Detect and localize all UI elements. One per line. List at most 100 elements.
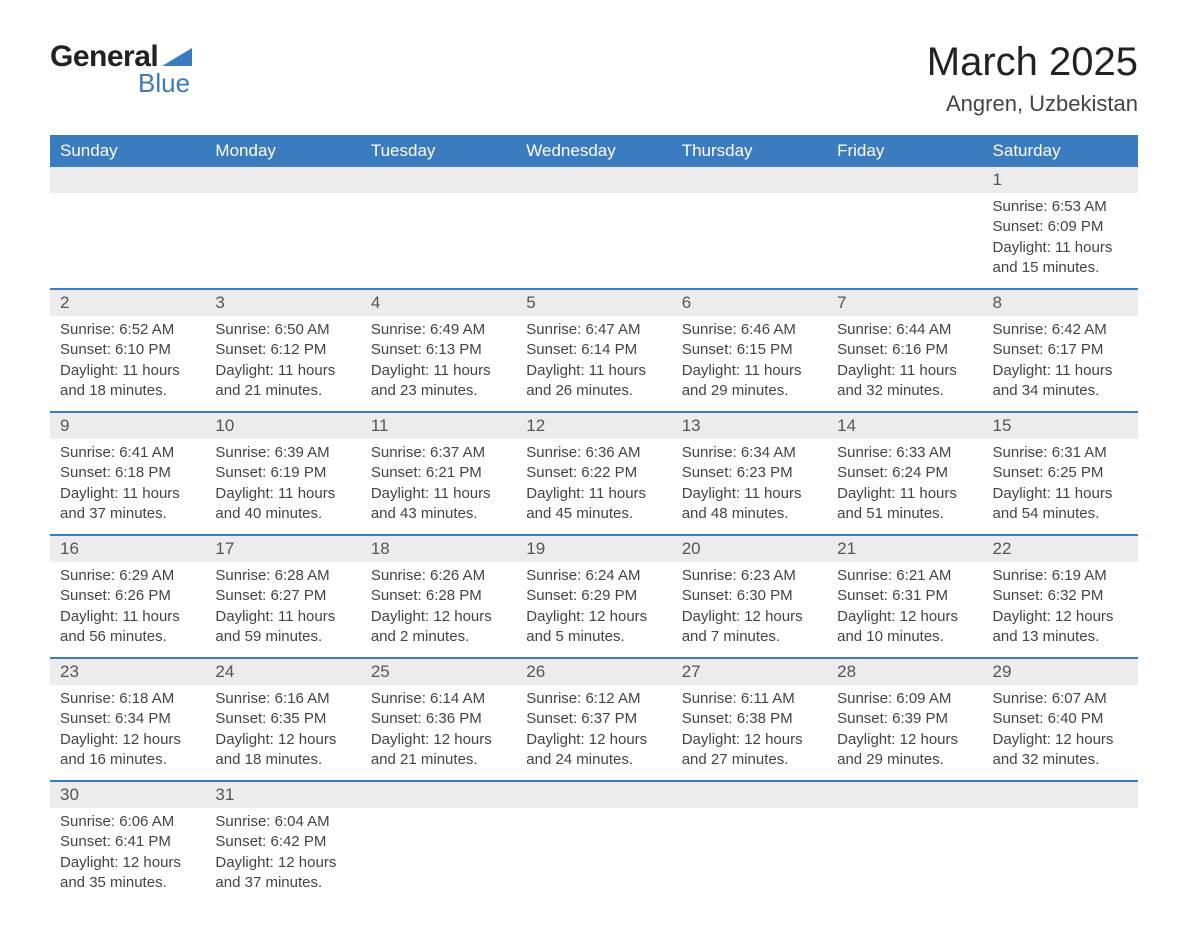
day-number-cell: 28 (827, 658, 982, 685)
week-details-row: Sunrise: 6:18 AMSunset: 6:34 PMDaylight:… (50, 685, 1138, 781)
sunrise-text: Sunrise: 6:42 AM (993, 320, 1128, 340)
day-number-cell: 13 (672, 412, 827, 439)
sunrise-text: Sunrise: 6:41 AM (60, 443, 195, 463)
daylight-text: Daylight: 12 hours and 7 minutes. (682, 607, 817, 648)
day-number (672, 167, 827, 193)
day-number-cell (516, 781, 671, 808)
day-number: 7 (827, 290, 982, 316)
week-details-row: Sunrise: 6:41 AMSunset: 6:18 PMDaylight:… (50, 439, 1138, 535)
day-number-cell: 8 (983, 289, 1138, 316)
sunset-text: Sunset: 6:10 PM (60, 340, 195, 360)
day-details-cell (516, 808, 671, 903)
week-number-row: 16171819202122 (50, 535, 1138, 562)
calendar-table: Sunday Monday Tuesday Wednesday Thursday… (50, 135, 1138, 903)
day-number (672, 782, 827, 808)
logo-triangle-icon (162, 44, 192, 71)
sunrise-text: Sunrise: 6:12 AM (526, 689, 661, 709)
day-number-cell: 30 (50, 781, 205, 808)
sunset-text: Sunset: 6:26 PM (60, 586, 195, 606)
sunrise-text: Sunrise: 6:50 AM (215, 320, 350, 340)
daylight-text: Daylight: 11 hours and 48 minutes. (682, 484, 817, 525)
sunrise-text: Sunrise: 6:19 AM (993, 566, 1128, 586)
daylight-text: Daylight: 12 hours and 35 minutes. (60, 853, 195, 894)
day-number: 27 (672, 659, 827, 685)
day-number: 1 (983, 167, 1138, 193)
day-number: 12 (516, 413, 671, 439)
week-number-row: 23242526272829 (50, 658, 1138, 685)
day-details-cell: Sunrise: 6:24 AMSunset: 6:29 PMDaylight:… (516, 562, 671, 658)
day-details-cell: Sunrise: 6:46 AMSunset: 6:15 PMDaylight:… (672, 316, 827, 412)
daylight-text: Daylight: 11 hours and 15 minutes. (993, 238, 1128, 279)
day-number-cell: 2 (50, 289, 205, 316)
sunrise-text: Sunrise: 6:04 AM (215, 812, 350, 832)
day-number: 9 (50, 413, 205, 439)
day-number: 24 (205, 659, 360, 685)
day-number (205, 167, 360, 193)
sunset-text: Sunset: 6:22 PM (526, 463, 661, 483)
daylight-text: Daylight: 12 hours and 24 minutes. (526, 730, 661, 771)
daylight-text: Daylight: 11 hours and 26 minutes. (526, 361, 661, 402)
daylight-text: Daylight: 11 hours and 23 minutes. (371, 361, 506, 402)
sunrise-text: Sunrise: 6:52 AM (60, 320, 195, 340)
day-number: 10 (205, 413, 360, 439)
sunrise-text: Sunrise: 6:39 AM (215, 443, 350, 463)
day-number-cell: 25 (361, 658, 516, 685)
week-number-row: 3031 (50, 781, 1138, 808)
day-number: 17 (205, 536, 360, 562)
sunset-text: Sunset: 6:29 PM (526, 586, 661, 606)
week-number-row: 1 (50, 167, 1138, 193)
day-details-cell: Sunrise: 6:11 AMSunset: 6:38 PMDaylight:… (672, 685, 827, 781)
sunrise-text: Sunrise: 6:53 AM (993, 197, 1128, 217)
sunset-text: Sunset: 6:17 PM (993, 340, 1128, 360)
day-number: 8 (983, 290, 1138, 316)
sunrise-text: Sunrise: 6:06 AM (60, 812, 195, 832)
sunrise-text: Sunrise: 6:11 AM (682, 689, 817, 709)
day-number-cell (361, 167, 516, 193)
day-details-cell: Sunrise: 6:16 AMSunset: 6:35 PMDaylight:… (205, 685, 360, 781)
daylight-text: Daylight: 12 hours and 5 minutes. (526, 607, 661, 648)
day-number: 19 (516, 536, 671, 562)
day-number-cell: 10 (205, 412, 360, 439)
day-details-cell: Sunrise: 6:14 AMSunset: 6:36 PMDaylight:… (361, 685, 516, 781)
day-details-cell: Sunrise: 6:06 AMSunset: 6:41 PMDaylight:… (50, 808, 205, 903)
day-number-cell: 29 (983, 658, 1138, 685)
week-details-row: Sunrise: 6:29 AMSunset: 6:26 PMDaylight:… (50, 562, 1138, 658)
day-number: 23 (50, 659, 205, 685)
day-details-cell: Sunrise: 6:18 AMSunset: 6:34 PMDaylight:… (50, 685, 205, 781)
day-number (827, 782, 982, 808)
day-details-cell (516, 193, 671, 289)
day-details-cell: Sunrise: 6:47 AMSunset: 6:14 PMDaylight:… (516, 316, 671, 412)
day-number: 25 (361, 659, 516, 685)
day-number-cell: 31 (205, 781, 360, 808)
week-details-row: Sunrise: 6:53 AMSunset: 6:09 PMDaylight:… (50, 193, 1138, 289)
day-header: Tuesday (361, 135, 516, 167)
header: General Blue March 2025 Angren, Uzbekist… (50, 40, 1138, 117)
sunset-text: Sunset: 6:34 PM (60, 709, 195, 729)
sunrise-text: Sunrise: 6:07 AM (993, 689, 1128, 709)
sunset-text: Sunset: 6:42 PM (215, 832, 350, 852)
day-number-cell: 21 (827, 535, 982, 562)
daylight-text: Daylight: 12 hours and 18 minutes. (215, 730, 350, 771)
day-number: 30 (50, 782, 205, 808)
sunset-text: Sunset: 6:31 PM (837, 586, 972, 606)
day-details-cell: Sunrise: 6:49 AMSunset: 6:13 PMDaylight:… (361, 316, 516, 412)
day-number: 21 (827, 536, 982, 562)
day-number: 29 (983, 659, 1138, 685)
day-number-cell: 3 (205, 289, 360, 316)
sunset-text: Sunset: 6:38 PM (682, 709, 817, 729)
sunrise-text: Sunrise: 6:14 AM (371, 689, 506, 709)
day-number: 3 (205, 290, 360, 316)
day-details-cell (50, 193, 205, 289)
daylight-text: Daylight: 12 hours and 10 minutes. (837, 607, 972, 648)
sunrise-text: Sunrise: 6:33 AM (837, 443, 972, 463)
sunset-text: Sunset: 6:15 PM (682, 340, 817, 360)
daylight-text: Daylight: 11 hours and 21 minutes. (215, 361, 350, 402)
day-number-cell (516, 167, 671, 193)
logo: General Blue (50, 40, 192, 99)
sunrise-text: Sunrise: 6:21 AM (837, 566, 972, 586)
day-details-cell: Sunrise: 6:33 AMSunset: 6:24 PMDaylight:… (827, 439, 982, 535)
daylight-text: Daylight: 11 hours and 37 minutes. (60, 484, 195, 525)
day-number-cell: 16 (50, 535, 205, 562)
day-details-cell: Sunrise: 6:44 AMSunset: 6:16 PMDaylight:… (827, 316, 982, 412)
sunrise-text: Sunrise: 6:44 AM (837, 320, 972, 340)
